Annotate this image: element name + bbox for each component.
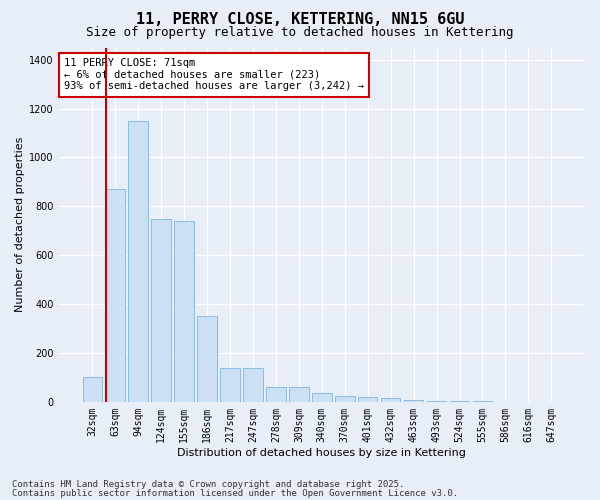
Text: Contains HM Land Registry data © Crown copyright and database right 2025.: Contains HM Land Registry data © Crown c… [12,480,404,489]
Bar [404,400,424,402]
Text: 11, PERRY CLOSE, KETTERING, NN15 6GU: 11, PERRY CLOSE, KETTERING, NN15 6GU [136,12,464,28]
Bar [312,394,332,402]
Bar [83,378,102,402]
Bar [335,396,355,402]
X-axis label: Distribution of detached houses by size in Kettering: Distribution of detached houses by size … [178,448,466,458]
Bar [266,386,286,402]
Bar [197,316,217,402]
Bar [289,387,308,402]
Text: Contains public sector information licensed under the Open Government Licence v3: Contains public sector information licen… [12,488,458,498]
Bar [381,398,400,402]
Bar [220,368,240,402]
Text: Size of property relative to detached houses in Kettering: Size of property relative to detached ho… [86,26,514,39]
Bar [358,397,377,402]
Bar [427,400,446,402]
Bar [175,221,194,402]
Bar [450,401,469,402]
Text: 11 PERRY CLOSE: 71sqm
← 6% of detached houses are smaller (223)
93% of semi-deta: 11 PERRY CLOSE: 71sqm ← 6% of detached h… [64,58,364,92]
Bar [151,218,171,402]
Bar [128,121,148,402]
Bar [243,368,263,402]
Bar [106,189,125,402]
Y-axis label: Number of detached properties: Number of detached properties [15,137,25,312]
